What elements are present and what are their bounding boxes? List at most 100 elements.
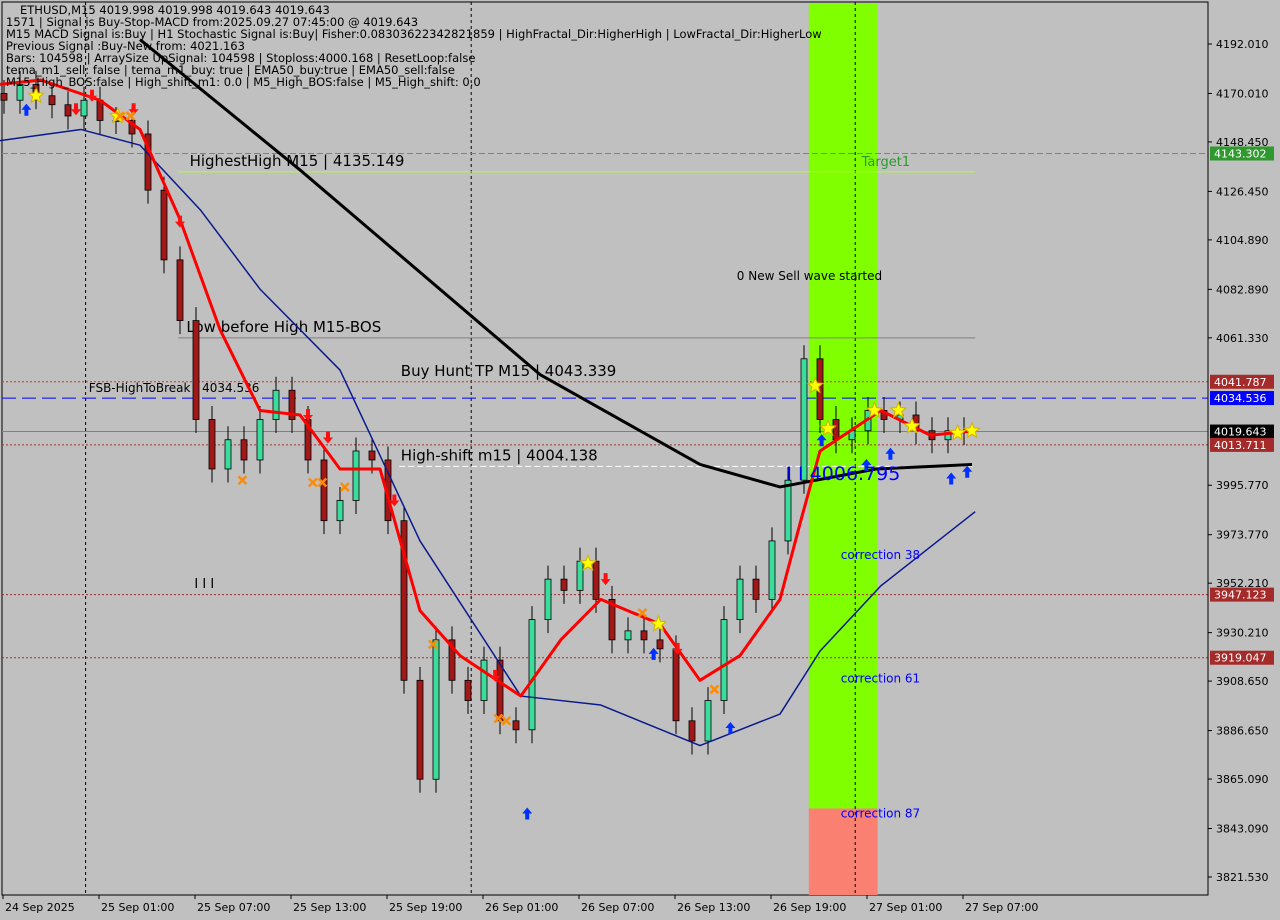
candle [320, 446, 328, 535]
y-tick-label: 4104.890 [1216, 234, 1269, 247]
signal-info-line: tema_m1_sell: false | tema_m1_buy: true … [6, 63, 455, 77]
candle [640, 617, 648, 654]
candle [768, 527, 776, 613]
candle-body [400, 520, 408, 681]
candle-body [368, 450, 376, 461]
buy-arrow-icon [816, 434, 827, 447]
y-tick-label: 4148.450 [1216, 136, 1269, 149]
x-tick-label: 24 Sep 2025 [5, 901, 75, 914]
candle [512, 707, 520, 744]
sell-arrow-icon [323, 431, 333, 444]
x-tick-label: 26 Sep 13:00 [677, 901, 750, 914]
candle-body [160, 189, 168, 261]
cross-signal-icon [307, 477, 318, 488]
candle-body [640, 630, 648, 641]
x-tick-label: 25 Sep 19:00 [389, 901, 462, 914]
price-tag-label: 4019.643 [1214, 426, 1267, 439]
chart-annotation: 0 New Sell wave started [737, 269, 882, 283]
y-tick-label: 4192.010 [1216, 38, 1269, 51]
candle-body [560, 578, 568, 591]
candle-body [528, 619, 536, 731]
sell-arrow-icon [128, 103, 139, 116]
candle [176, 246, 184, 335]
candle [224, 426, 232, 483]
candle [16, 71, 24, 114]
x-tick-label: 25 Sep 01:00 [101, 901, 174, 914]
price-tag [1210, 146, 1274, 161]
candle-body [752, 578, 760, 600]
price-tag-label: 4034.536 [1214, 392, 1267, 405]
candle-body [672, 648, 680, 722]
sell-arrow-icon [87, 89, 97, 102]
x-tick-label: 27 Sep 01:00 [869, 901, 942, 914]
x-tick-label: 26 Sep 01:00 [485, 901, 558, 914]
cross-signal-icon [501, 715, 512, 726]
chart-annotation: correction 61 [841, 672, 920, 686]
signal-info-line: Bars: 104598 | ArraySize UpSignal: 10459… [6, 51, 476, 65]
star-signal-icon [27, 86, 45, 104]
x-tick-label: 26 Sep 07:00 [581, 901, 654, 914]
candle-body [832, 419, 840, 441]
level-label: HighestHigh M15 | 4135.149 [190, 152, 405, 170]
candle-body [64, 104, 72, 117]
x-tick-label: 27 Sep 07:00 [965, 901, 1038, 914]
chart-annotation: I I 4006.795 [786, 463, 900, 485]
zone-1 [808, 808, 878, 895]
chart-annotation: I I I [194, 577, 214, 592]
y-tick-label: 3865.090 [1216, 773, 1269, 786]
price-tag [1210, 374, 1274, 389]
candle [432, 626, 440, 793]
y-tick-label: 3930.210 [1216, 627, 1269, 640]
candle-body [320, 459, 328, 522]
candle-body [448, 639, 456, 681]
star-signal-icon [819, 419, 837, 437]
candle-body [240, 439, 248, 461]
y-tick-label: 4170.010 [1216, 87, 1269, 100]
y-tick-label: 3973.770 [1216, 529, 1269, 542]
candle-body [720, 619, 728, 701]
star-signal-icon [889, 401, 908, 419]
cross-signal-icon [493, 713, 504, 724]
cross-signal-icon [237, 475, 248, 486]
candle-body [688, 720, 696, 742]
sell-arrow-icon [490, 669, 501, 682]
candle-body [208, 419, 216, 470]
price-tag-label: 4041.787 [1214, 376, 1267, 389]
signal-info-line: Previous Signal :Buy-New from: 4021.163 [6, 39, 245, 53]
candle [720, 606, 728, 715]
sell-arrow-icon [672, 642, 683, 655]
y-tick-label: 3886.650 [1216, 725, 1269, 738]
star-signal-icon [948, 423, 967, 441]
sell-arrow-icon [600, 573, 611, 586]
candle-body [624, 630, 632, 641]
candle [656, 626, 664, 663]
candle [288, 376, 296, 433]
buy-arrow-icon [962, 465, 973, 478]
buy-arrow-icon [725, 722, 736, 735]
candle [752, 565, 760, 613]
x-tick-label: 25 Sep 13:00 [293, 901, 366, 914]
candle-body [256, 419, 264, 461]
cross-signal-icon [709, 684, 720, 695]
candle-body [768, 540, 776, 600]
candle [688, 707, 696, 755]
candle-body [576, 560, 584, 591]
signal-info-line: M15_High_BOS:false | High_shift_m1: 0.0 … [6, 75, 481, 89]
candle-body [800, 358, 808, 481]
level-label: Low before High M15-BOS [186, 318, 381, 336]
candle-body [224, 439, 232, 470]
candle-body [592, 560, 600, 600]
candle-body [608, 598, 616, 641]
candle-body [480, 659, 488, 701]
candle [48, 82, 56, 119]
symbol-title: ETHUSD,M15 4019.998 4019.998 4019.643 40… [20, 3, 330, 17]
cross-signal-icon [339, 482, 350, 492]
y-tick-label: 3995.770 [1216, 479, 1269, 492]
signal-info-line: 1571 | Signal is Buy-Stop-MACD from:2025… [6, 15, 419, 29]
y-tick-label: 3952.210 [1216, 577, 1269, 590]
candle-body [784, 479, 792, 542]
price-tag [1210, 437, 1274, 452]
star-signal-icon [649, 614, 668, 632]
candle [160, 176, 168, 274]
